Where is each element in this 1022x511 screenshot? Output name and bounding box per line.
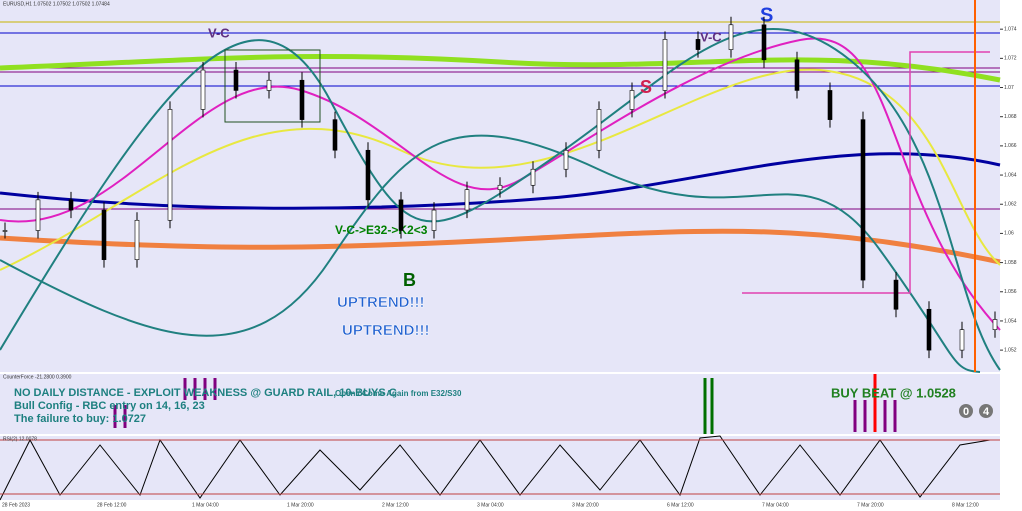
price-label: 1.06 (1004, 231, 1014, 237)
note: Open / Come Again from E32/S30 (335, 389, 462, 398)
badge (959, 404, 973, 418)
annotation: B (403, 270, 416, 290)
time-label: 1 Mar 20:00 (287, 502, 314, 508)
band-upper (0, 28, 1001, 371)
candle (233, 69, 239, 91)
price-label: 1.07 (1004, 85, 1014, 91)
ma-orange (0, 228, 1001, 265)
price-label: 1.056 (1004, 289, 1017, 295)
annotations: V-C V-C S S B V-C->E32->K2<3 UPTREND!!! … (14, 4, 993, 425)
time-label: 28 Feb 12:00 (97, 502, 127, 508)
time-label: 3 Mar 04:00 (477, 502, 504, 508)
annotation: S (640, 77, 652, 97)
candle (530, 168, 536, 186)
annotation: V-C (700, 29, 722, 44)
candle (365, 149, 371, 201)
counterforce-panel (0, 374, 1000, 434)
panel-label: RSI(2) 12.0078 (3, 436, 37, 442)
time-label: 8 Mar 12:00 (952, 502, 979, 508)
candle (629, 90, 635, 110)
time-label: 28 Feb 2023 (2, 502, 30, 508)
price-label: 1.062 (1004, 202, 1017, 208)
annotation: S (760, 4, 773, 26)
candle (68, 199, 74, 211)
candle (464, 189, 470, 211)
note: Bull Config - RBC entry on 14, 16, 23 (14, 400, 205, 412)
candle (893, 279, 899, 310)
price-label: 1.058 (1004, 260, 1017, 266)
candle (695, 39, 701, 50)
ma-yellow (0, 68, 1001, 271)
candle (101, 209, 107, 260)
annotation: V-C (208, 25, 230, 40)
annotation: UPTREND!!! (342, 322, 430, 339)
price-label: 1.052 (1004, 347, 1017, 353)
candle (959, 329, 965, 351)
candle (794, 59, 800, 91)
note: BUY BEAT @ 1.0528 (831, 385, 956, 400)
symbol-label: EURUSD,H1 1.07502 1.07502 1.07502 1.0748… (3, 1, 110, 7)
candle (728, 24, 734, 50)
band-lower (0, 134, 981, 373)
candle (662, 39, 668, 91)
badge-text: 4 (983, 406, 990, 418)
candle (266, 79, 272, 91)
candle (497, 184, 503, 190)
note: NO DAILY DISTANCE - EXPLOIT WEAKNESS @ G… (14, 387, 397, 399)
candle (2, 230, 8, 232)
candle (299, 79, 305, 120)
candle (332, 119, 338, 151)
candle (926, 308, 932, 351)
candle (35, 199, 41, 231)
time-label: 6 Mar 12:00 (667, 502, 694, 508)
annotation: V-C->E32->K2<3 (335, 223, 428, 237)
time-label: 7 Mar 04:00 (762, 502, 789, 508)
candle (596, 109, 602, 151)
price-label: 1.064 (1004, 172, 1017, 178)
ma-green (0, 53, 1001, 83)
badge-text: 0 (963, 406, 969, 418)
candle (200, 69, 206, 110)
rsi-line (0, 435, 991, 501)
candle (992, 319, 998, 330)
candle (761, 24, 767, 61)
note: The failure to buy: 1.0727 (14, 413, 146, 425)
indicators (0, 0, 1001, 501)
price-label: 1.072 (1004, 56, 1017, 62)
annotation: UPTREND!!! (337, 294, 425, 311)
price-label: 1.068 (1004, 114, 1017, 120)
histogram (113, 374, 897, 434)
price-label: 1.074 (1004, 27, 1017, 33)
badge (979, 404, 993, 418)
price-label: 1.054 (1004, 318, 1017, 324)
candle (860, 119, 866, 281)
signal-line (742, 51, 990, 294)
candle (134, 219, 140, 260)
panel-label: CounterForce -21.2800 0.3900 (3, 374, 72, 380)
time-label: 3 Mar 20:00 (572, 502, 599, 508)
candle (827, 90, 833, 120)
candle (398, 199, 404, 231)
candle (167, 109, 173, 221)
ma-blue (0, 152, 1001, 210)
candle (563, 149, 569, 170)
time-label: 7 Mar 20:00 (857, 502, 884, 508)
box (224, 49, 321, 123)
price-label: 1.066 (1004, 143, 1017, 149)
candle (431, 209, 437, 231)
time-label: 1 Mar 04:00 (192, 502, 219, 508)
time-label: 2 Mar 12:00 (382, 502, 409, 508)
